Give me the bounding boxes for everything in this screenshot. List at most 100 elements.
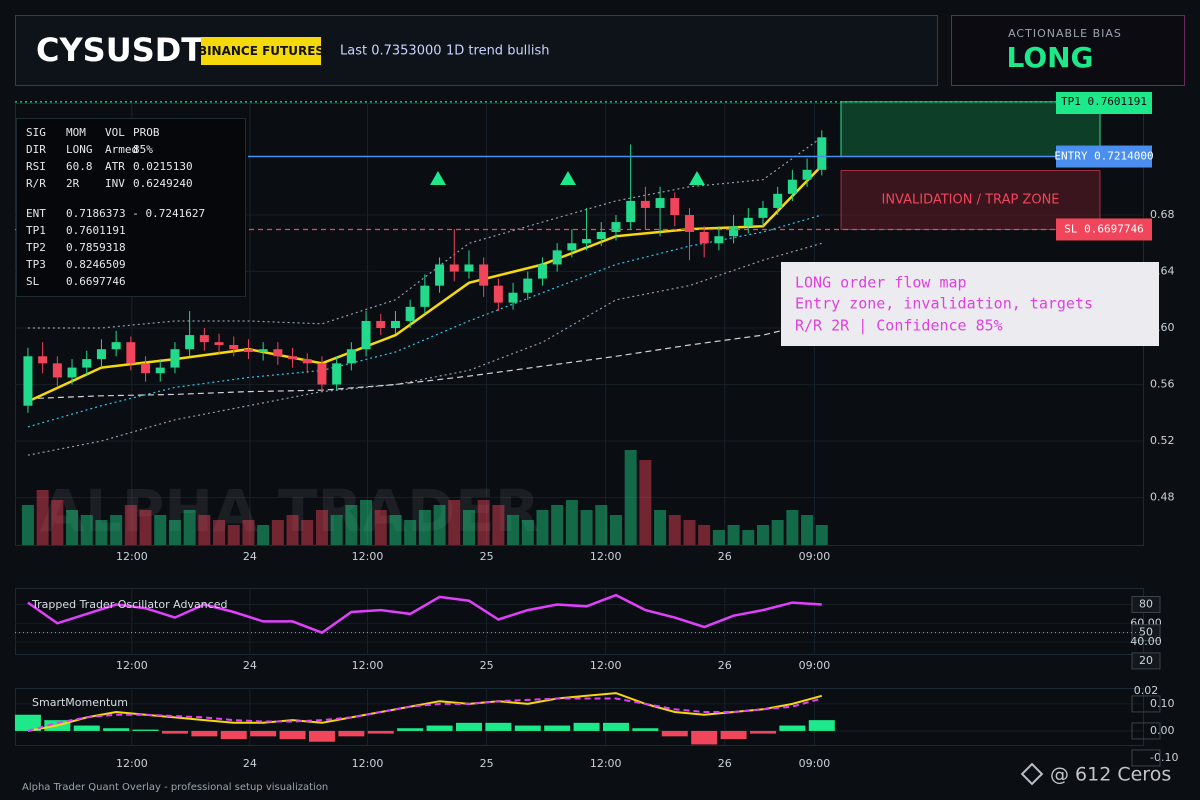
candle-body bbox=[596, 231, 606, 240]
candle-body bbox=[346, 349, 356, 364]
candle-body bbox=[111, 342, 121, 350]
level-tag bbox=[1056, 218, 1152, 241]
momentum-bar bbox=[308, 730, 335, 742]
volume-bar bbox=[66, 510, 79, 545]
x-tick-label: 12:00 bbox=[352, 550, 384, 563]
momentum-bar bbox=[14, 714, 41, 731]
volume-bar bbox=[786, 510, 799, 545]
momentum-bar bbox=[720, 730, 747, 740]
candle-body bbox=[23, 356, 33, 406]
volume-bar bbox=[271, 520, 284, 545]
candle-body bbox=[714, 236, 724, 244]
indicator-line bbox=[27, 164, 823, 403]
momentum-bar bbox=[132, 729, 159, 731]
volume-bar bbox=[36, 490, 49, 545]
volume-bar bbox=[609, 515, 622, 545]
momentum-bar bbox=[338, 730, 365, 737]
candle-body bbox=[126, 342, 136, 364]
indicator-line bbox=[27, 214, 822, 428]
stats-cell: R/R bbox=[26, 177, 46, 190]
candle-body bbox=[758, 207, 768, 218]
volume-bar bbox=[521, 520, 534, 545]
stats-cell: PROB bbox=[133, 126, 160, 139]
volume-bar bbox=[257, 525, 270, 545]
bias-label: ACTIONABLE BIAS bbox=[1008, 27, 1122, 40]
candle-body bbox=[96, 349, 106, 360]
volume-bar bbox=[286, 515, 299, 545]
candle-body bbox=[141, 363, 151, 374]
y-tick-label: -0.10 bbox=[1150, 751, 1178, 764]
candle-body bbox=[523, 278, 533, 293]
watermark: ALPHA TRADER bbox=[40, 477, 540, 545]
momentum-bar bbox=[220, 730, 247, 740]
volume-bar bbox=[433, 505, 446, 545]
momentum-bar bbox=[250, 730, 277, 737]
stats-cell: INV bbox=[105, 177, 125, 190]
annotation-line: LONG order flow map bbox=[795, 274, 967, 292]
volume-bar bbox=[110, 515, 123, 545]
y-tick-label: 0.10 bbox=[1150, 697, 1175, 710]
stats-cell: 2R bbox=[66, 177, 80, 190]
annotation-line: R/R 2R | Confidence 85% bbox=[795, 317, 1003, 335]
candle-body bbox=[743, 217, 753, 227]
volume-bar bbox=[580, 510, 593, 545]
candle-body bbox=[38, 356, 48, 364]
volume-bar bbox=[668, 515, 681, 545]
candle-body bbox=[82, 359, 92, 368]
y-tick-label: 0.00 bbox=[1150, 724, 1175, 737]
candle-body bbox=[552, 250, 562, 265]
candle-body bbox=[567, 243, 577, 251]
candle-body bbox=[464, 264, 474, 272]
x-tick-label: 09:00 bbox=[799, 659, 831, 672]
momentum-bar bbox=[426, 725, 453, 731]
x-tick-label: 26 bbox=[718, 550, 732, 563]
candle-body bbox=[52, 363, 62, 378]
credit-logo bbox=[1020, 762, 1044, 786]
candle-body bbox=[508, 292, 518, 303]
volume-bar bbox=[462, 510, 475, 545]
candle-body bbox=[302, 359, 312, 364]
candle-body bbox=[655, 198, 665, 208]
x-tick-label: 25 bbox=[480, 659, 494, 672]
stats-cell: 0.7601191 bbox=[66, 224, 126, 237]
momentum-bar bbox=[455, 722, 482, 731]
momentum-bar bbox=[779, 725, 806, 731]
candle-body bbox=[170, 349, 180, 368]
stats-cell: 60.8 bbox=[66, 160, 93, 173]
stats-cell: ENT bbox=[26, 207, 46, 220]
volume-bar bbox=[242, 520, 255, 545]
candle-body bbox=[185, 335, 195, 350]
candle-body bbox=[729, 226, 739, 237]
y-tick-label: 80 bbox=[1139, 597, 1153, 610]
volume-bar bbox=[168, 520, 181, 545]
candle-body bbox=[582, 239, 592, 244]
momentum-bar bbox=[691, 730, 718, 745]
volume-bar bbox=[139, 510, 152, 545]
momentum-bar bbox=[544, 725, 571, 731]
candle-body bbox=[435, 264, 445, 286]
volume-bar bbox=[183, 510, 196, 545]
panel-title: SmartMomentum bbox=[32, 696, 128, 709]
tick-box bbox=[1131, 695, 1161, 713]
x-tick-label: 12:00 bbox=[590, 757, 622, 770]
volume-bar bbox=[712, 530, 725, 545]
momentum-bar bbox=[808, 720, 835, 731]
logo-diamond bbox=[1020, 762, 1044, 786]
x-tick-label: 25 bbox=[480, 550, 494, 563]
volume-bar bbox=[389, 515, 402, 545]
bias-box bbox=[951, 15, 1185, 86]
tick-box bbox=[1131, 624, 1161, 642]
candle-body bbox=[817, 137, 827, 170]
stats-cell: 0.6249240 bbox=[133, 177, 193, 190]
momentum-bar bbox=[191, 730, 218, 737]
stats-cell: 0.6697746 bbox=[66, 275, 126, 288]
volume-bar bbox=[639, 460, 652, 545]
oscillator-panel bbox=[15, 588, 1144, 655]
candle-body bbox=[773, 193, 783, 208]
stats-cell: 0.7859318 bbox=[66, 241, 126, 254]
y-tick-label: 0.68 bbox=[1150, 208, 1175, 221]
x-tick-label: 12:00 bbox=[352, 757, 384, 770]
